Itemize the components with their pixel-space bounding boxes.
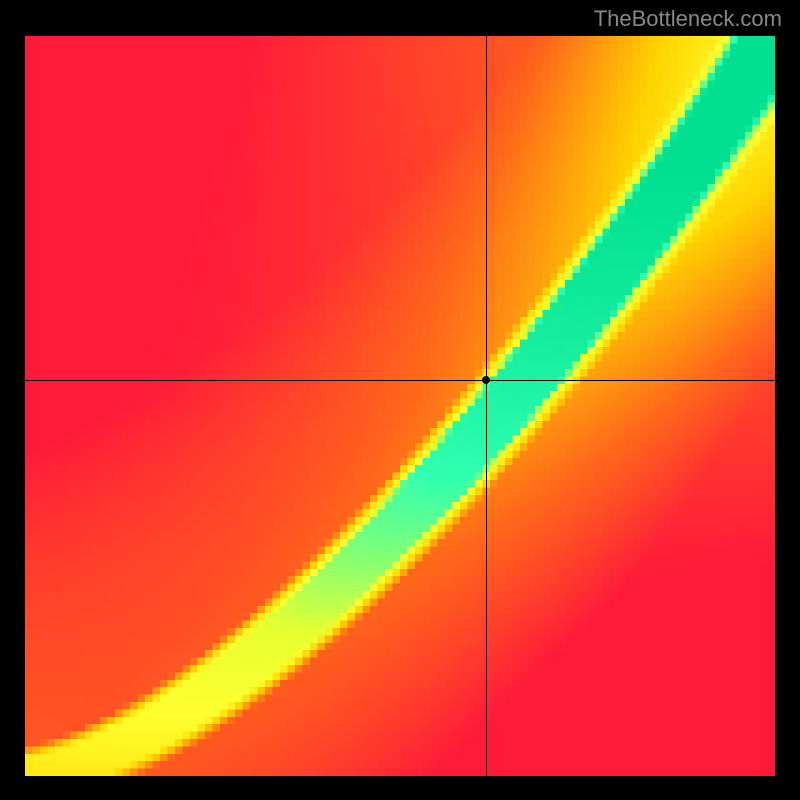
- data-point-marker: [482, 376, 490, 384]
- crosshair-vertical: [486, 36, 487, 776]
- chart-frame: TheBottleneck.com: [0, 0, 800, 800]
- crosshair-horizontal: [25, 380, 775, 381]
- heatmap-canvas: [25, 36, 775, 776]
- watermark-text: TheBottleneck.com: [594, 6, 782, 32]
- plot-area: [25, 36, 775, 776]
